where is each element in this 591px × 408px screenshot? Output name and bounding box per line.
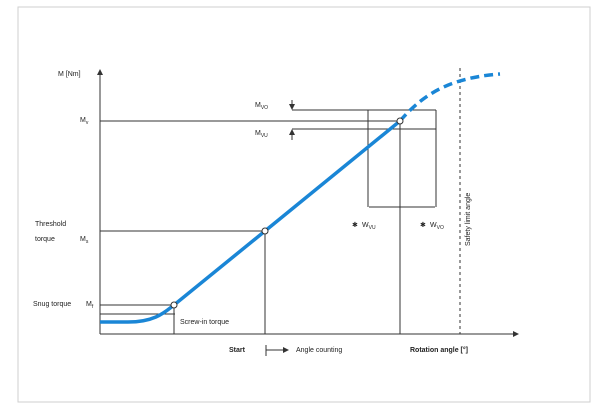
y-axis-label: M [Nm] <box>58 71 81 78</box>
mv-label: Mv <box>80 117 89 126</box>
torque-curve-extrapolated <box>398 72 501 123</box>
threshold-point <box>261 227 269 235</box>
snug-label: Snug torque <box>33 301 71 308</box>
ms-label: Ms <box>80 236 89 245</box>
snug-point <box>170 301 178 309</box>
wvo-mark: ✱ <box>420 221 426 229</box>
mvu-label: MVU <box>255 130 268 139</box>
screw-in-label: Screw-in torque <box>180 319 229 326</box>
start-label: Start <box>229 347 246 354</box>
threshold-label-2: torque <box>35 236 55 243</box>
mvo-label: MVO <box>255 102 268 111</box>
wvu-mark: ✱ <box>352 221 358 229</box>
angle-counting-label: Angle counting <box>296 347 342 354</box>
wvo-label: WVO <box>430 222 444 231</box>
target-point <box>396 117 404 125</box>
safety-limit-label: Safety limit angle <box>465 193 472 246</box>
threshold-label-1: Threshold <box>35 221 66 228</box>
wvu-label: WVU <box>362 222 376 231</box>
frame-border <box>17 6 591 403</box>
x-axis-label: Rotation angle [°] <box>410 346 468 354</box>
mf-label: Mf <box>86 301 94 310</box>
